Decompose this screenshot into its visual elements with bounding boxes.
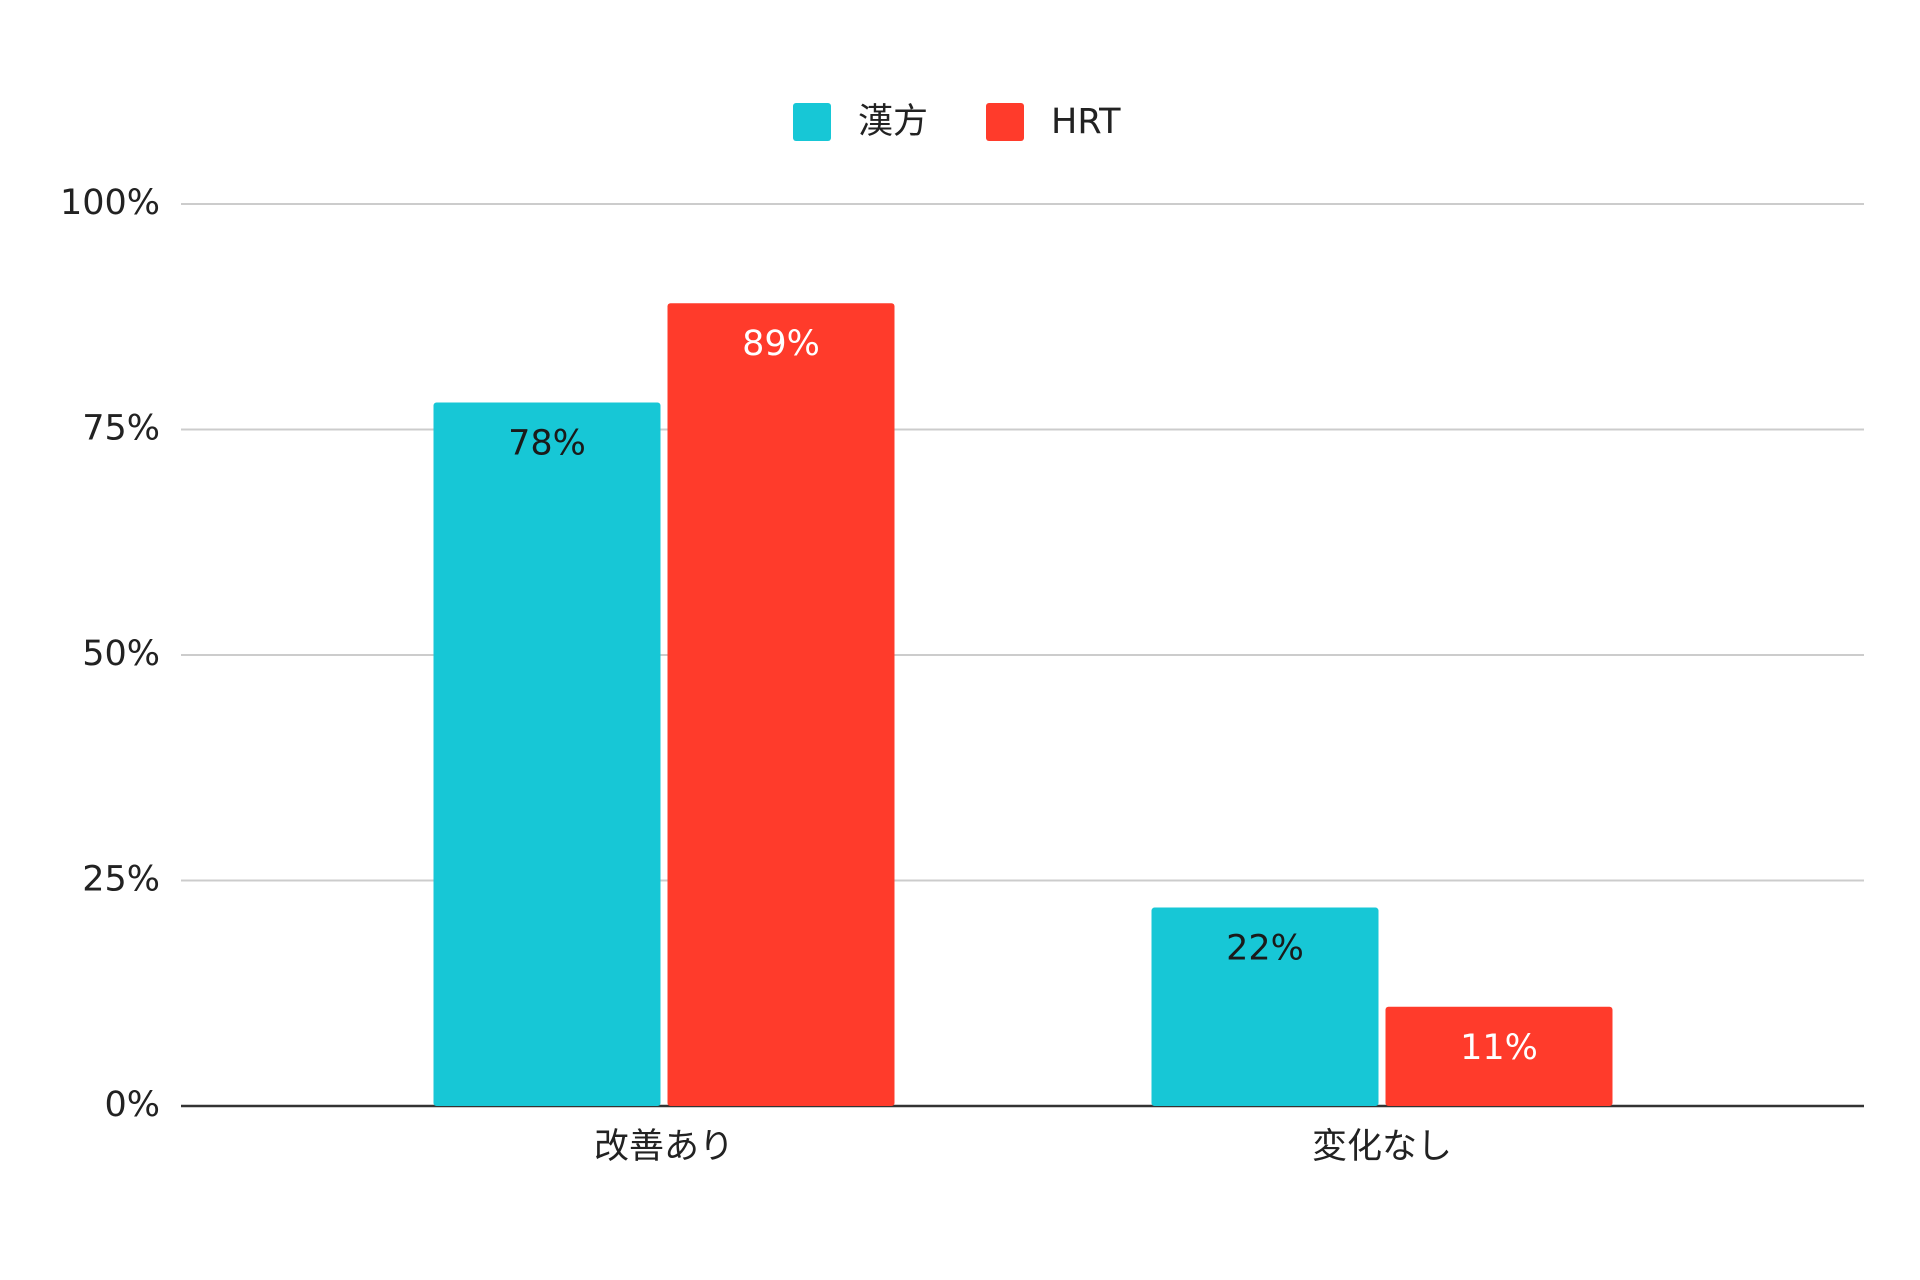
legend-swatch [793, 103, 831, 141]
y-tick-label: 50% [82, 634, 160, 674]
value-label: 89% [742, 324, 820, 364]
y-tick-label: 0% [104, 1085, 160, 1125]
bar [1385, 1006, 1613, 1106]
bar [667, 303, 895, 1107]
value-label: 78% [508, 423, 586, 463]
x-tick-label: 変化なし [1312, 1127, 1452, 1167]
value-label: 11% [1460, 1028, 1538, 1068]
legend-swatch [986, 103, 1024, 141]
bar [433, 402, 661, 1106]
x-tick-label: 改善あり [594, 1127, 734, 1167]
y-tick-label: 25% [82, 860, 160, 900]
value-label: 22% [1226, 929, 1304, 969]
legend-label: 漢方 [858, 102, 928, 142]
bar [1151, 907, 1379, 1106]
y-tick-label: 100% [60, 183, 160, 223]
y-tick-label: 75% [82, 409, 160, 449]
legend-label: HRT [1051, 102, 1121, 142]
